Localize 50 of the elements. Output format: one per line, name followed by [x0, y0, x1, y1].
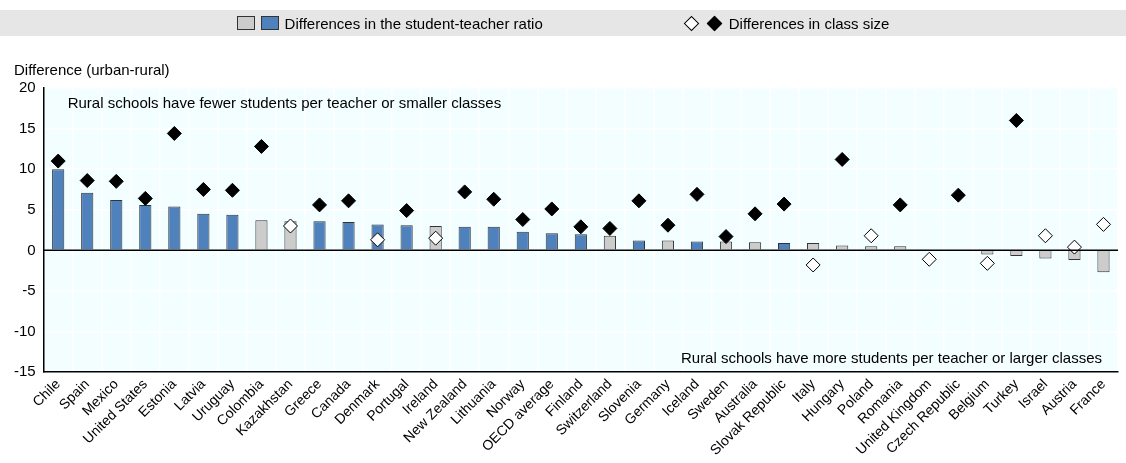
point: [399, 203, 415, 219]
y-tick-label: 0: [27, 240, 36, 258]
y-tick-label: 10: [18, 159, 36, 177]
point: [50, 153, 66, 169]
y-tick-label: 20: [18, 78, 36, 96]
point: [950, 187, 966, 203]
point: [108, 173, 124, 189]
point: [631, 193, 647, 209]
y-axis-title: Difference (urban-rural): [14, 60, 170, 78]
point: [1037, 228, 1053, 244]
point: [979, 255, 995, 271]
point: [834, 151, 850, 167]
y-tick-label: -5: [22, 281, 36, 299]
point: [1066, 239, 1082, 255]
point: [79, 173, 95, 189]
point: [573, 219, 589, 235]
legend-label: Differences in the student-teacher ratio: [284, 14, 543, 32]
point: [921, 251, 937, 267]
point: [195, 181, 211, 197]
point: [776, 196, 792, 212]
y-tick-label: -15: [13, 362, 36, 380]
point: [515, 212, 531, 228]
point: [166, 125, 182, 141]
annotation: Rural schools have fewer students per teacher or smaller classes: [67, 93, 502, 111]
point: [689, 186, 705, 202]
legend-label: Differences in class size: [728, 14, 890, 32]
y-tick-label: 5: [27, 199, 36, 217]
point: [428, 230, 444, 246]
point: [224, 182, 240, 198]
point: [341, 193, 357, 209]
point: [1008, 112, 1024, 128]
point: [544, 201, 560, 217]
point: [602, 220, 618, 236]
point: [457, 184, 473, 200]
point: [312, 197, 328, 213]
point: [486, 191, 502, 207]
point: [718, 229, 734, 245]
point: [892, 197, 908, 213]
point: [747, 206, 763, 222]
point: [370, 232, 386, 248]
point: [282, 218, 298, 234]
point: [1095, 216, 1111, 232]
point: [863, 228, 879, 244]
point: [137, 190, 153, 206]
point: [805, 257, 821, 273]
y-tick-label: -10: [13, 321, 36, 339]
y-tick-label: 15: [18, 118, 36, 136]
point: [253, 138, 269, 154]
annotation: Rural schools have more students per teacher or larger classes: [680, 348, 1102, 366]
point: [660, 217, 676, 233]
